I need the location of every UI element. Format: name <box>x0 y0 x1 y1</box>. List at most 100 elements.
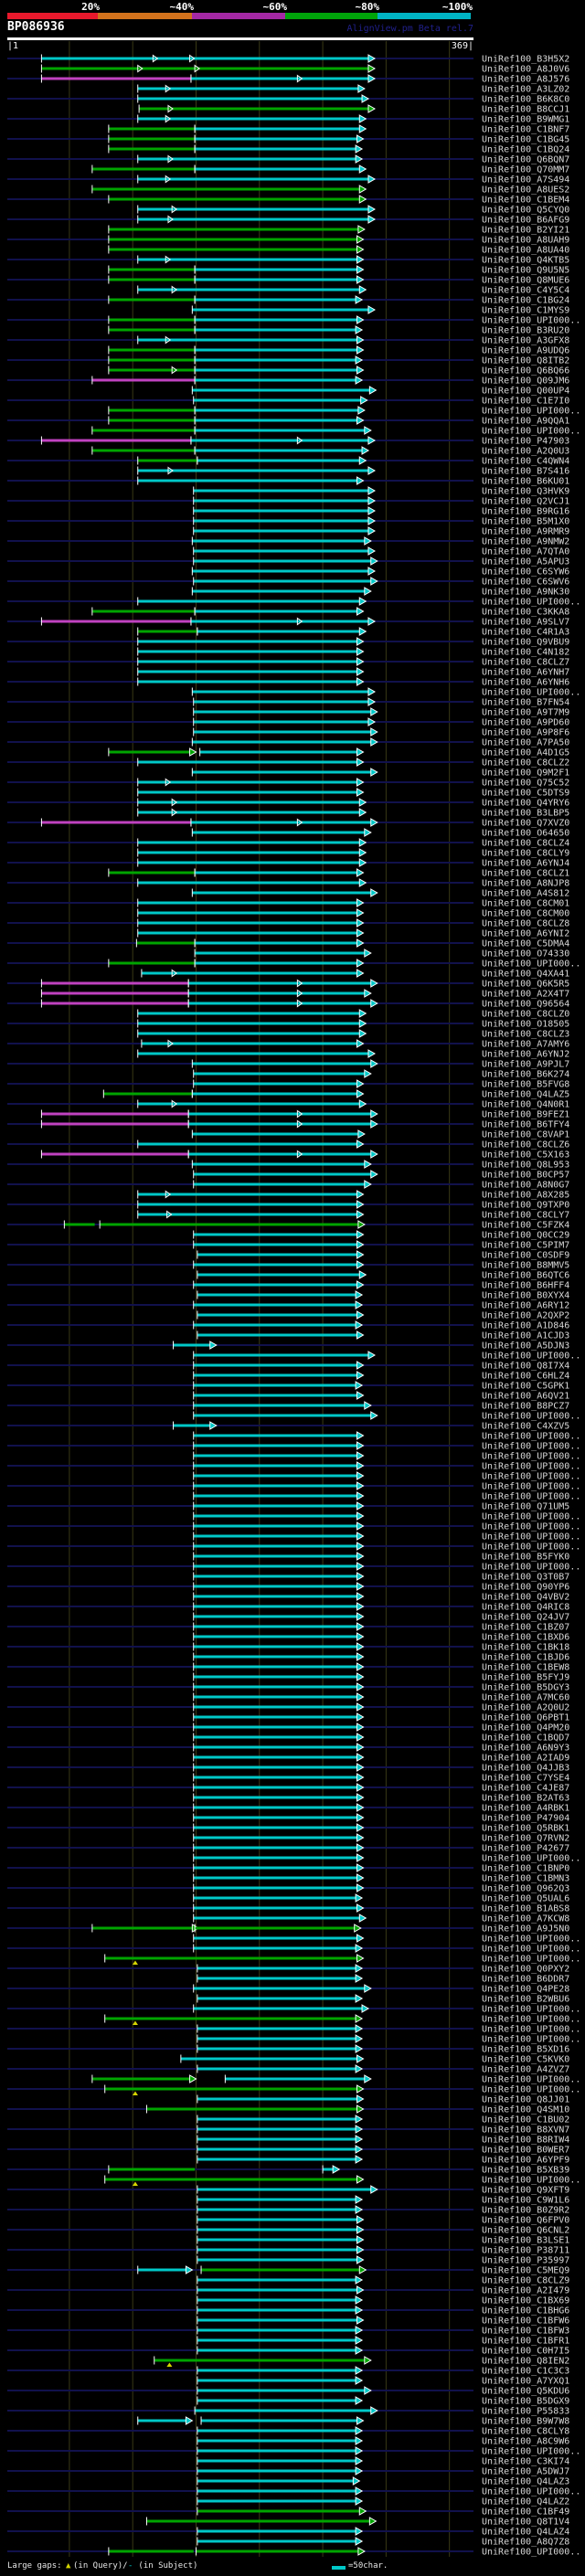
arrowhead-icon <box>370 979 378 988</box>
segment-start-tick <box>193 1652 195 1661</box>
segment-start-tick <box>193 1833 195 1842</box>
arrowhead-icon <box>358 285 367 294</box>
segment-start-tick <box>193 1180 195 1189</box>
alignment-segment <box>137 780 357 784</box>
alignment-segment <box>193 1876 357 1880</box>
segment-start-tick <box>137 1049 139 1058</box>
segment-start-tick <box>194 406 196 415</box>
hit-row: UniRef100_O64650 <box>191 828 569 839</box>
hit-row: UniRef100_B8CCJ1 <box>138 104 569 115</box>
segment-start-tick <box>193 486 195 495</box>
arrowhead-icon <box>356 1823 365 1832</box>
hit-label: UniRef100_C5PIM7 <box>482 1241 569 1251</box>
segment-start-tick <box>193 1863 195 1872</box>
segment-start-tick <box>193 1240 195 1249</box>
segment-start-tick <box>108 315 110 324</box>
segment-start-tick <box>194 295 196 304</box>
hit-label: UniRef100_C8CLZ1 <box>482 869 569 879</box>
arrowhead-icon <box>332 2165 341 2174</box>
segment-start-tick <box>193 546 195 556</box>
segment-start-tick <box>193 1803 195 1812</box>
segment-start-tick <box>104 1954 106 1963</box>
hit-row: UniRef100_C4XZV5 <box>7 1421 569 1432</box>
arrowhead-icon <box>357 225 366 234</box>
hit-label: UniRef100_P47903 <box>482 437 569 447</box>
arrowhead-icon <box>370 707 378 716</box>
segment-start-tick <box>187 1119 189 1129</box>
hit-row: UniRef100_Q6FPV0 <box>197 2215 569 2226</box>
hit-row: UniRef100_Q6BQ66 <box>108 366 569 376</box>
arrowhead-icon <box>356 1511 365 1521</box>
arrowhead-icon <box>370 557 378 566</box>
gap-marker-icon <box>165 335 172 345</box>
arrowhead-icon <box>370 2406 378 2415</box>
segment-start-tick <box>40 979 42 988</box>
segment-start-tick <box>108 275 110 284</box>
segment-start-tick <box>137 1029 139 1038</box>
hit-label: UniRef100_B6HFF4 <box>482 1281 569 1291</box>
arrowhead-icon <box>356 1461 365 1470</box>
alignment-segment <box>195 328 356 332</box>
hit-label: UniRef100_Q6BQN7 <box>482 155 569 165</box>
arrowhead-icon <box>364 2356 372 2365</box>
arrowhead-icon <box>356 1652 365 1661</box>
arrowhead-icon <box>358 195 367 204</box>
alignment-segment <box>193 1836 357 1839</box>
alignment-segment <box>137 640 357 643</box>
alignment-segment <box>104 1956 357 1960</box>
alignment-segment <box>193 1946 356 1950</box>
hit-label: UniRef100_C6SWV6 <box>482 578 569 588</box>
segment-start-tick <box>193 1984 195 1993</box>
hit-row: UniRef100_A2QXP2 <box>197 1310 569 1321</box>
gap-marker-icon <box>296 1109 303 1118</box>
hit-label: UniRef100_Q4LAZ5 <box>482 1090 569 1100</box>
arrowhead-icon <box>364 426 372 435</box>
hit-row: UniRef100_B5XB39 <box>7 2165 569 2176</box>
hit-row: UniRef100_Q90YP6 <box>7 1582 569 1593</box>
hit-label: UniRef100_UPI000.. <box>482 2035 580 2045</box>
alignment-segment <box>192 388 370 392</box>
arrowhead-icon <box>356 1753 365 1762</box>
hit-row: UniRef100_A4S812 <box>191 888 569 899</box>
arrowhead-icon <box>356 868 365 877</box>
hit-label: UniRef100_A2QXP2 <box>482 1311 569 1321</box>
arrowhead-icon <box>356 2255 365 2264</box>
hit-row: UniRef100_C5GPK1 <box>7 1381 569 1392</box>
hit-row: UniRef100_B5M1X0 <box>7 516 569 527</box>
hit-label: UniRef100_A6YNJ4 <box>482 859 569 869</box>
segment-start-tick <box>104 2014 106 2023</box>
alignment-segment <box>197 1997 356 2000</box>
alignment-segment <box>108 961 196 965</box>
segment-start-tick <box>193 1813 195 1822</box>
segment-start-tick <box>193 506 195 515</box>
segment-start-tick <box>63 1220 65 1229</box>
arrowhead-icon <box>356 1853 365 1862</box>
hit-row: UniRef100_Q8T1V4 <box>145 2517 569 2528</box>
hit-label: UniRef100_C1BMN3 <box>482 1874 569 1884</box>
arrowhead-icon <box>356 1260 365 1269</box>
arrowhead-icon <box>356 1280 365 1289</box>
hit-label: UniRef100_UPI000.. <box>482 1955 580 1965</box>
arrowhead-icon <box>357 2547 366 2556</box>
alignment-segment <box>193 720 368 724</box>
arrowhead-icon <box>355 2326 364 2335</box>
arrowhead-icon <box>355 1893 364 1903</box>
segment-start-tick <box>137 647 139 656</box>
hit-label: UniRef100_UPI000.. <box>482 2025 580 2035</box>
hit-label: UniRef100_Q9U5N5 <box>482 266 569 276</box>
arrowhead-icon <box>356 1079 365 1088</box>
arrowhead-icon <box>361 94 370 103</box>
gap-marker-icon <box>194 64 200 73</box>
hit-row: UniRef100_Q6PBT1 <box>193 1712 569 1723</box>
hit-row: UniRef100_C5DMA4 <box>7 938 569 949</box>
hit-label: UniRef100_UPI000.. <box>482 1412 580 1422</box>
segment-start-tick <box>193 1069 195 1078</box>
hit-row: UniRef100_C5KVK0 <box>180 2054 569 2065</box>
arrowhead-icon <box>356 1089 365 1098</box>
arrowhead-icon <box>357 1129 366 1139</box>
hit-label: UniRef100_B7FN54 <box>482 698 569 708</box>
hit-row: UniRef100_B3H5X2 <box>7 54 569 65</box>
segment-start-tick <box>193 1723 195 1732</box>
segment-start-tick <box>193 1300 195 1309</box>
